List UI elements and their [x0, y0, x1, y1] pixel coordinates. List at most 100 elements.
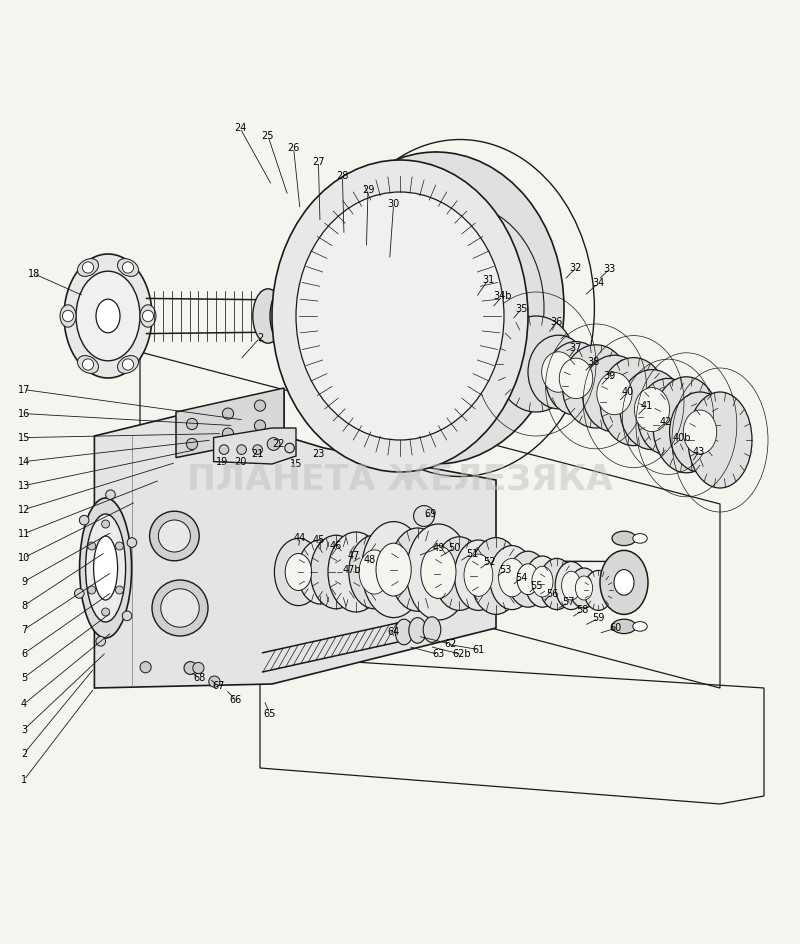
- Text: 19: 19: [216, 458, 229, 467]
- Ellipse shape: [508, 551, 548, 607]
- Text: 62: 62: [444, 639, 457, 649]
- Text: 24: 24: [234, 123, 246, 133]
- Ellipse shape: [362, 522, 426, 617]
- Text: 49: 49: [432, 543, 445, 553]
- Text: 63: 63: [432, 649, 445, 660]
- Ellipse shape: [575, 576, 593, 600]
- Ellipse shape: [570, 568, 598, 608]
- Ellipse shape: [118, 259, 138, 277]
- Ellipse shape: [555, 562, 587, 610]
- Circle shape: [366, 342, 378, 354]
- Text: 8: 8: [21, 600, 27, 611]
- Text: 28: 28: [336, 171, 349, 181]
- Ellipse shape: [152, 580, 208, 636]
- Text: 2: 2: [21, 749, 27, 759]
- Text: 54: 54: [515, 573, 528, 582]
- Ellipse shape: [633, 533, 647, 543]
- Text: ПЛАНЕТА ЖЕЛЕЗЯКА: ПЛАНЕТА ЖЕЛЕЗЯКА: [187, 463, 613, 497]
- Text: 18: 18: [27, 269, 40, 278]
- Ellipse shape: [683, 410, 717, 454]
- Ellipse shape: [582, 355, 646, 432]
- Circle shape: [140, 662, 151, 673]
- Text: 6: 6: [21, 649, 27, 659]
- Ellipse shape: [285, 443, 294, 453]
- Text: 65: 65: [263, 709, 276, 718]
- Text: 45: 45: [312, 535, 325, 545]
- Ellipse shape: [395, 619, 413, 645]
- Text: 37: 37: [570, 343, 582, 353]
- Ellipse shape: [376, 543, 411, 596]
- Ellipse shape: [562, 571, 581, 600]
- Ellipse shape: [620, 370, 684, 449]
- Ellipse shape: [612, 619, 636, 633]
- Circle shape: [115, 586, 123, 594]
- Polygon shape: [352, 228, 408, 404]
- Text: 14: 14: [18, 457, 30, 466]
- Text: 5: 5: [21, 672, 27, 683]
- Ellipse shape: [140, 305, 156, 328]
- Ellipse shape: [454, 540, 502, 611]
- Polygon shape: [176, 388, 284, 458]
- Text: 12: 12: [18, 505, 30, 514]
- Text: 44: 44: [294, 532, 306, 543]
- Ellipse shape: [158, 520, 190, 552]
- Circle shape: [254, 400, 266, 412]
- Text: 27: 27: [312, 157, 325, 166]
- Ellipse shape: [653, 377, 720, 473]
- Circle shape: [122, 359, 134, 370]
- Text: 29: 29: [362, 185, 374, 195]
- Text: 55: 55: [530, 582, 542, 591]
- Ellipse shape: [80, 498, 132, 638]
- Ellipse shape: [528, 335, 589, 409]
- Circle shape: [82, 359, 94, 370]
- Text: 56: 56: [546, 589, 558, 599]
- Circle shape: [96, 636, 106, 646]
- Circle shape: [106, 490, 115, 499]
- Text: 30: 30: [387, 199, 400, 209]
- Ellipse shape: [409, 617, 426, 643]
- Circle shape: [122, 611, 132, 620]
- Circle shape: [267, 438, 280, 450]
- Text: 67: 67: [212, 682, 225, 691]
- Text: 39: 39: [603, 371, 616, 381]
- Text: 15: 15: [290, 459, 302, 469]
- Ellipse shape: [78, 356, 98, 374]
- Ellipse shape: [525, 556, 560, 607]
- Ellipse shape: [423, 616, 441, 643]
- Ellipse shape: [600, 550, 648, 615]
- Circle shape: [366, 254, 378, 266]
- Text: 26: 26: [287, 143, 300, 153]
- Ellipse shape: [562, 345, 630, 428]
- Ellipse shape: [434, 537, 485, 611]
- Ellipse shape: [532, 566, 553, 597]
- Ellipse shape: [490, 546, 534, 610]
- Ellipse shape: [634, 388, 670, 431]
- Text: 47: 47: [347, 551, 360, 561]
- Text: 31: 31: [482, 275, 494, 285]
- Circle shape: [88, 586, 96, 594]
- Text: 4: 4: [21, 699, 27, 709]
- Circle shape: [376, 304, 392, 320]
- Text: 50: 50: [448, 543, 461, 553]
- Ellipse shape: [542, 352, 575, 393]
- Text: 51: 51: [466, 548, 478, 559]
- Ellipse shape: [638, 379, 698, 455]
- Text: 57: 57: [562, 598, 574, 607]
- Ellipse shape: [612, 531, 636, 546]
- Circle shape: [102, 608, 110, 616]
- Ellipse shape: [274, 538, 322, 606]
- Ellipse shape: [296, 192, 504, 440]
- Circle shape: [186, 418, 198, 430]
- Circle shape: [237, 445, 246, 454]
- Text: 16: 16: [18, 409, 30, 418]
- Text: 43: 43: [692, 447, 705, 457]
- Text: 35: 35: [515, 304, 528, 313]
- Text: 15: 15: [18, 432, 30, 443]
- Text: 59: 59: [592, 614, 605, 623]
- Text: 23: 23: [312, 449, 325, 460]
- Circle shape: [102, 520, 110, 528]
- Text: 21: 21: [251, 449, 264, 460]
- Ellipse shape: [517, 564, 539, 595]
- Ellipse shape: [64, 254, 152, 378]
- Circle shape: [193, 663, 204, 674]
